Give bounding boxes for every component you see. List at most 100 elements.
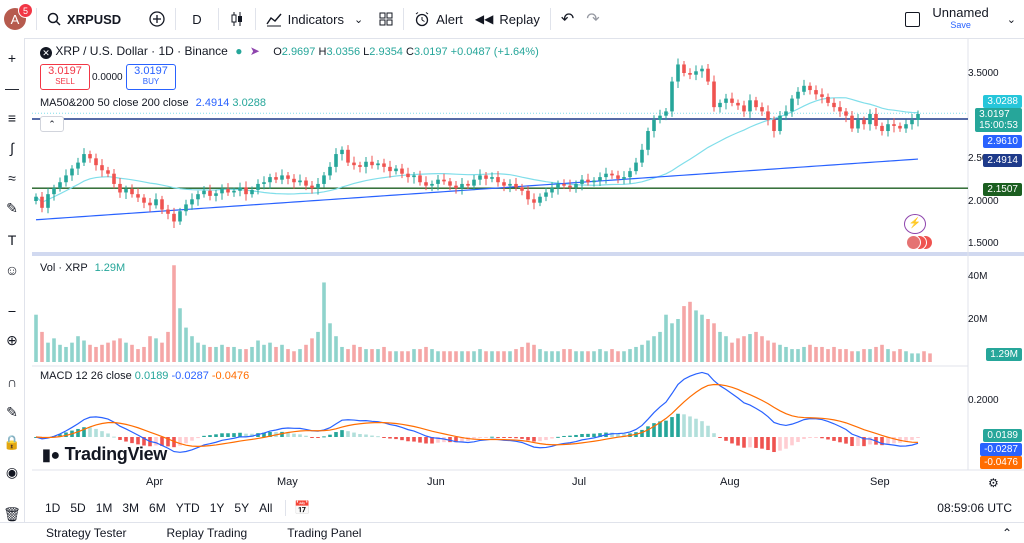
candle-body bbox=[316, 183, 320, 189]
candle-body bbox=[160, 199, 164, 210]
macd-histogram-bar bbox=[76, 428, 80, 437]
candle-body bbox=[238, 187, 242, 191]
emoji-icon[interactable]: ☺ bbox=[4, 262, 20, 278]
macd-histogram-bar bbox=[592, 433, 596, 437]
toolbar-divider bbox=[36, 8, 37, 30]
text-tool-icon[interactable]: T bbox=[7, 232, 17, 248]
layout-name-button[interactable]: Unnamed Save bbox=[926, 0, 1000, 38]
macd-histogram-bar bbox=[826, 437, 830, 440]
candle-body bbox=[82, 154, 86, 163]
layout-dropdown[interactable]: ⌄ bbox=[1001, 0, 1024, 38]
sell-button[interactable]: 3.0197 SELL bbox=[40, 64, 90, 90]
range-5d[interactable]: 5D bbox=[70, 501, 86, 515]
eye-icon[interactable]: ◉ bbox=[5, 463, 19, 480]
tab-trading-panel[interactable]: Trading Panel bbox=[287, 526, 362, 540]
lock-drawing-icon[interactable]: ✎ bbox=[6, 403, 18, 420]
time-tick: Jul bbox=[572, 476, 587, 488]
indicators-button[interactable]: Indicators ⌄ bbox=[260, 0, 370, 38]
candle-body bbox=[190, 199, 194, 205]
candle-body bbox=[892, 124, 896, 126]
chart-type-button[interactable] bbox=[223, 0, 251, 38]
checkbox-icon bbox=[905, 11, 921, 27]
compare-symbol-button[interactable] bbox=[143, 0, 171, 38]
alert-button[interactable]: Alert bbox=[408, 0, 469, 38]
volume-bar bbox=[142, 346, 146, 362]
macd-histogram-bar bbox=[118, 437, 122, 440]
undo-button[interactable]: ↶ bbox=[555, 0, 580, 38]
volume-bar bbox=[58, 344, 62, 362]
tradingview-watermark[interactable]: ▮● TradingView bbox=[42, 444, 167, 465]
range-6m[interactable]: 6M bbox=[149, 501, 166, 515]
macd-histogram-bar bbox=[250, 433, 254, 437]
macd-histogram-bar bbox=[544, 437, 548, 441]
volume-bar bbox=[760, 336, 764, 362]
save-link[interactable]: Save bbox=[950, 20, 971, 30]
interval-button[interactable]: D bbox=[180, 0, 213, 38]
macd-histogram-bar bbox=[766, 437, 770, 451]
layout-grid-button[interactable] bbox=[373, 0, 399, 38]
economic-events-icon[interactable] bbox=[906, 235, 936, 250]
pattern-icon[interactable]: ∫ bbox=[10, 140, 14, 156]
magnet-icon[interactable]: ∩ bbox=[6, 374, 18, 390]
utc-clock[interactable]: 08:59:06 UTC bbox=[937, 501, 1012, 515]
forecasting-icon[interactable]: ≈ bbox=[8, 170, 16, 186]
macd-histogram-bar bbox=[316, 437, 320, 438]
candle-body bbox=[436, 179, 440, 184]
volume-bar bbox=[388, 351, 392, 362]
lock-icon[interactable]: 🔒 bbox=[3, 433, 21, 450]
symbol-search-button[interactable]: XRPUSD bbox=[41, 0, 127, 38]
share-icon[interactable]: ➤ bbox=[249, 44, 260, 58]
range-ytd[interactable]: YTD bbox=[175, 501, 200, 515]
range-1m[interactable]: 1M bbox=[95, 501, 113, 515]
candle-body bbox=[250, 189, 254, 195]
rewind-icon: ◀◀ bbox=[474, 12, 494, 26]
candle-body bbox=[400, 168, 404, 174]
user-avatar[interactable]: A 5 bbox=[4, 3, 33, 30]
candle-body bbox=[538, 196, 542, 203]
candle-body bbox=[124, 189, 128, 193]
tab-replay-trading[interactable]: Replay Trading bbox=[166, 526, 248, 540]
tab-strategy-tester[interactable]: Strategy Tester bbox=[46, 526, 127, 540]
macd-histogram-bar bbox=[616, 433, 620, 437]
time-tick: Jun bbox=[427, 476, 445, 488]
chevron-down-icon: ⌄ bbox=[353, 13, 364, 26]
watermark-text: TradingView bbox=[64, 444, 168, 464]
macd-histogram-bar bbox=[610, 432, 614, 437]
volume-bar bbox=[64, 346, 68, 362]
macd-histogram-bar bbox=[904, 437, 908, 442]
macd-histogram-bar bbox=[454, 437, 458, 443]
symbol-label: XRPUSD bbox=[67, 11, 122, 27]
crosshair-icon[interactable]: + bbox=[7, 50, 17, 66]
lightning-event-icon[interactable]: ⚡ bbox=[904, 214, 926, 234]
last-price-tag: 3.0197 15:00:53 bbox=[975, 108, 1022, 132]
macd-histogram-bar bbox=[874, 437, 878, 445]
volume-bar bbox=[460, 351, 464, 362]
range-3m[interactable]: 3M bbox=[122, 501, 140, 515]
range-5y[interactable]: 5Y bbox=[234, 501, 250, 515]
candle-body bbox=[310, 185, 314, 189]
range-1y[interactable]: 1Y bbox=[209, 501, 225, 515]
redo-button[interactable]: ↷ bbox=[580, 0, 605, 38]
buy-button[interactable]: 3.0197 BUY bbox=[126, 64, 176, 90]
trend-line-icon[interactable]: — bbox=[5, 80, 19, 96]
search-icon bbox=[47, 12, 61, 26]
trash-icon[interactable]: 🗑 bbox=[3, 505, 21, 522]
settings-gear-icon[interactable]: ⚙ bbox=[988, 476, 999, 490]
sell-price: 3.0197 bbox=[48, 65, 82, 77]
layout-select-checkbox[interactable] bbox=[899, 0, 926, 38]
fib-retracement-icon[interactable]: ≡ bbox=[7, 110, 17, 126]
volume-bar bbox=[640, 344, 644, 362]
chevron-up-icon: ⌃ bbox=[48, 119, 56, 129]
brush-icon[interactable]: ✎ bbox=[6, 199, 18, 216]
range-all[interactable]: All bbox=[259, 501, 273, 515]
date-range-icon[interactable]: 📅 bbox=[294, 500, 311, 515]
chevron-up-icon[interactable]: ⌃ bbox=[1001, 526, 1012, 540]
collapse-legend-button[interactable]: ⌃ bbox=[40, 116, 64, 132]
macd-histogram-bar bbox=[352, 432, 356, 437]
zoom-in-icon[interactable]: ⊕ bbox=[6, 331, 18, 348]
replay-button[interactable]: ◀◀ Replay bbox=[469, 0, 546, 38]
ma50-line bbox=[35, 97, 919, 203]
ruler-icon[interactable]: ⎯ bbox=[8, 301, 16, 318]
macd-histogram-bar bbox=[790, 437, 794, 446]
range-1d[interactable]: 1D bbox=[45, 501, 61, 515]
